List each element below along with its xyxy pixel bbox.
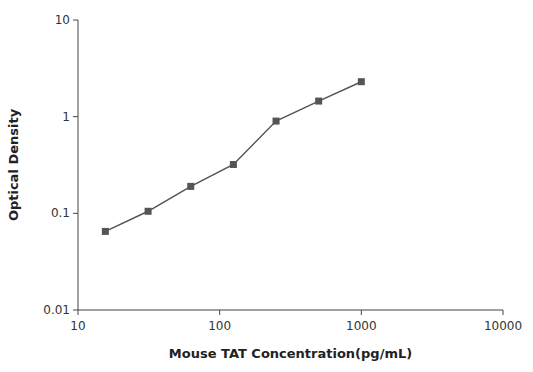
x-tick [503,310,504,315]
y-tick [73,116,78,117]
x-tick [219,310,220,315]
y-axis-label: Optical Density [6,108,21,221]
data-point [358,78,365,85]
x-tick-label: 10000 [484,319,522,333]
data-point [145,208,152,215]
x-tick [78,310,79,315]
x-axis-line [78,310,503,311]
data-point [315,98,322,105]
y-tick-label: 10 [55,13,70,27]
y-tick [73,310,78,311]
y-tick [73,20,78,21]
data-point [187,183,194,190]
y-tick-label: 0.1 [51,206,70,220]
plot-area [102,78,365,235]
x-tick-label: 100 [208,319,231,333]
x-tick-label: 10 [70,319,85,333]
data-point [273,118,280,125]
y-axis-line [78,20,79,310]
x-tick [361,310,362,315]
x-axis-label: Mouse TAT Concentration(pg/mL) [169,346,412,361]
y-tick-label: 1 [62,110,70,124]
chart: 10 100 1000 10000 0.01 0.1 1 10 Mouse TAT Concen… [0,0,533,372]
data-point [230,161,237,168]
data-point [102,228,109,235]
y-tick-label: 0.01 [43,303,70,317]
data-line [105,82,361,232]
y-tick [73,213,78,214]
x-tick-label: 1000 [346,319,377,333]
